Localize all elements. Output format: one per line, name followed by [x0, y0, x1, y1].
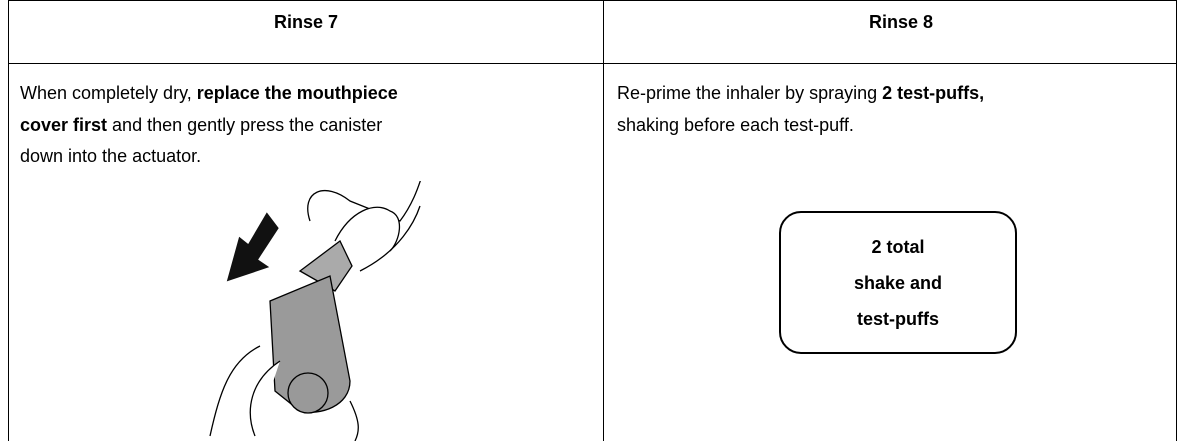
- column-header: Rinse 7: [273, 12, 339, 32]
- table-border: [8, 0, 9, 441]
- text-run: shaking before each test-puff.: [617, 114, 854, 135]
- table-border: [603, 0, 604, 441]
- box-line: 2 total: [871, 236, 925, 257]
- table-border: [8, 0, 1177, 1]
- text-run: and then gently press the canister: [107, 114, 383, 135]
- bold-text: cover first: [20, 114, 108, 135]
- text-run: When completely dry,: [20, 83, 197, 103]
- table-border: [1176, 0, 1177, 441]
- text-line: shaking before each test-puff.: [617, 110, 984, 142]
- text-line: When completely dry, replace the mouthpi…: [20, 78, 398, 110]
- box-line: shake and: [853, 272, 943, 293]
- column-header: Rinse 8: [868, 12, 934, 32]
- text-line: cover first and then gently press the ca…: [20, 110, 398, 142]
- bold-text: replace the mouthpiece: [196, 83, 398, 103]
- table-border: [8, 63, 1177, 64]
- cell-text: When completely dry, replace the mouthpi…: [20, 78, 398, 173]
- box-line: test-puffs: [857, 308, 939, 329]
- text-line: Re-prime the inhaler by spraying 2 test-…: [617, 78, 984, 110]
- callout-box: 2 total shake and test-puffs: [779, 211, 1017, 354]
- bold-text: 2 test-puffs,: [882, 83, 985, 103]
- illustration: [209, 181, 421, 441]
- text-run: down into the actuator.: [20, 146, 202, 166]
- text-run: Re-prime the inhaler by spraying: [617, 83, 883, 103]
- text-line: down into the actuator.: [20, 141, 398, 173]
- cell-text: Re-prime the inhaler by spraying 2 test-…: [617, 78, 984, 141]
